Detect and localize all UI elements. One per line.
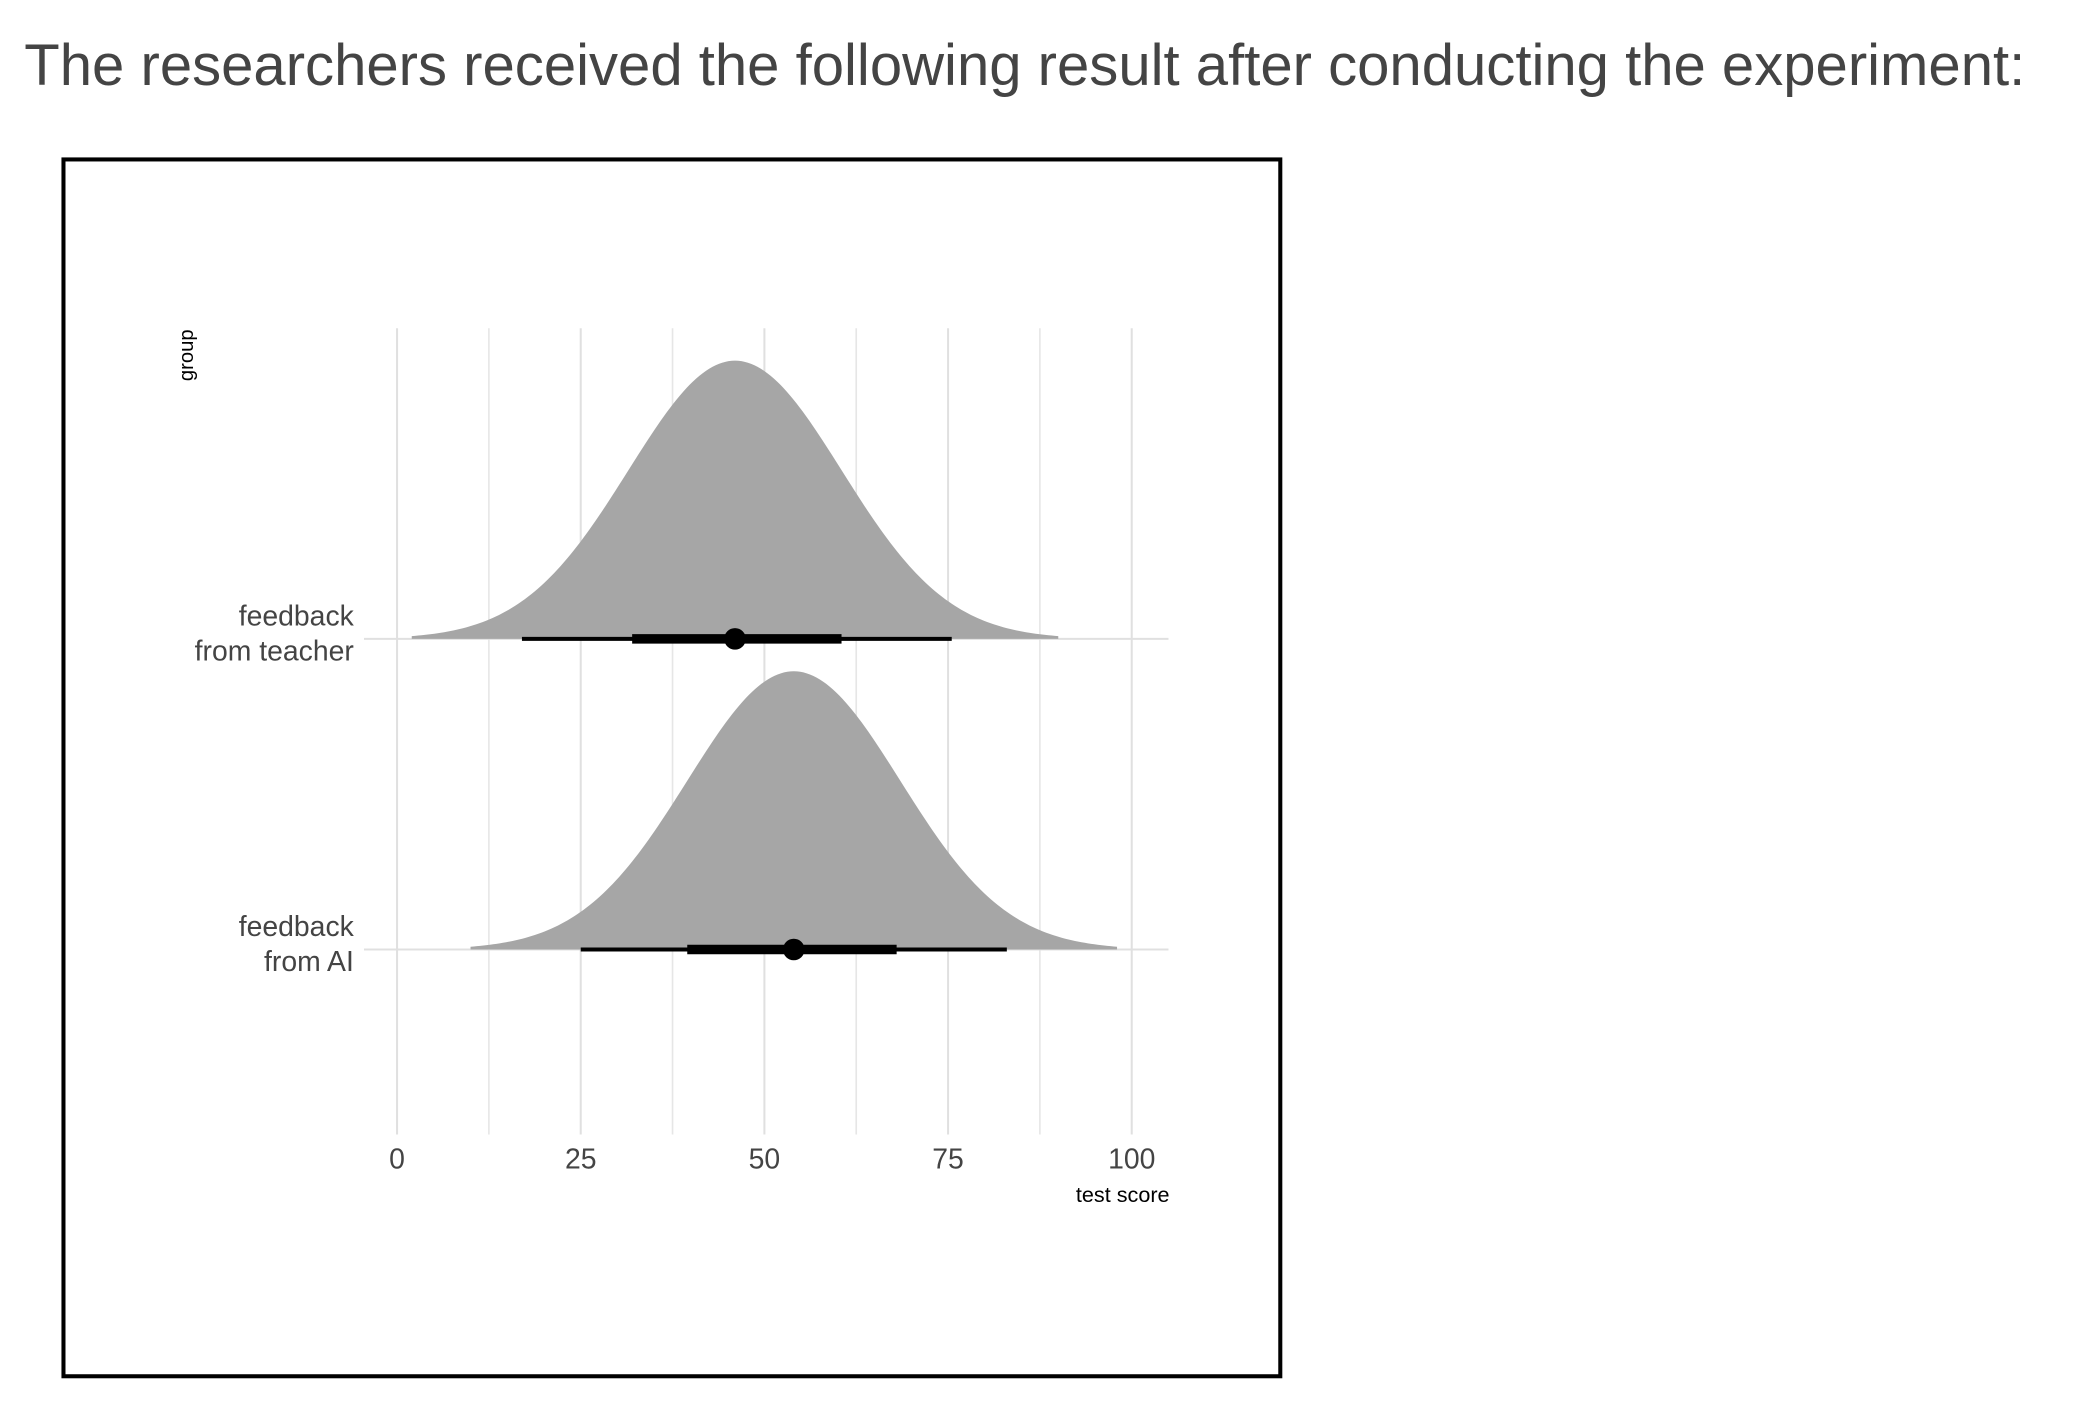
density <box>411 360 1059 639</box>
density <box>470 671 1118 950</box>
point-estimate <box>782 938 805 961</box>
x-tick-label: 0 <box>389 1143 405 1175</box>
x-tick-label: 25 <box>565 1143 597 1175</box>
y-tick-label: feedback from AI <box>239 911 355 978</box>
point-estimate <box>724 628 746 650</box>
x-tick-label: 75 <box>932 1143 964 1175</box>
x-axis-label: test score <box>1076 1182 1170 1207</box>
x-tick-label: 100 <box>1108 1143 1155 1175</box>
heading: The researchers received the following r… <box>24 33 2025 98</box>
x-tick-label: 50 <box>749 1143 781 1175</box>
y-tick-label: feedback from teacher <box>195 600 355 667</box>
y-axis-label: group <box>176 329 198 381</box>
